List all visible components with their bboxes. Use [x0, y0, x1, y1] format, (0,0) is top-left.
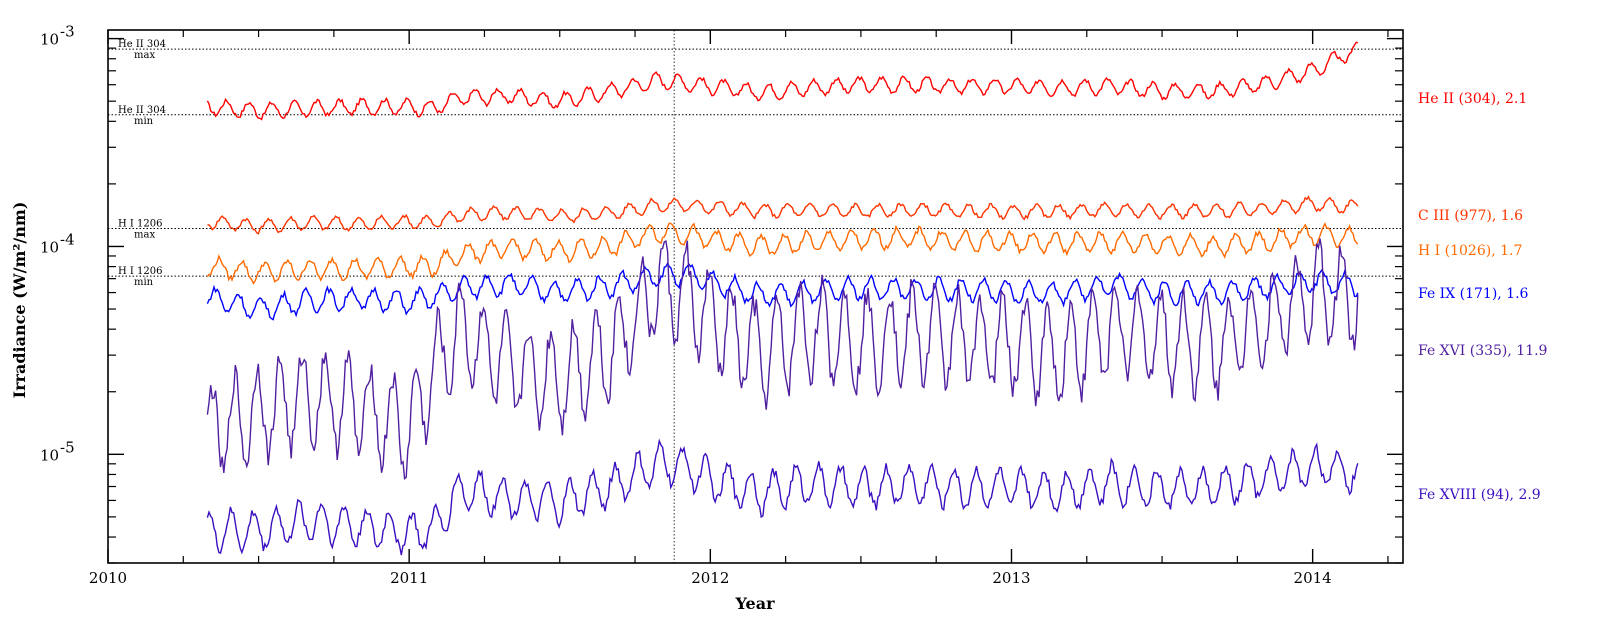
reference-line-sublabel: max — [134, 50, 155, 61]
y-tick-label: 10 — [40, 31, 59, 49]
series-label: Fe XVIII (94), 2.9 — [1418, 487, 1541, 503]
series-label: H I (1026), 1.7 — [1418, 243, 1522, 259]
reference-line-sublabel: max — [134, 230, 155, 241]
series-label: Fe IX (171), 1.6 — [1418, 286, 1529, 302]
reference-line-label: He II 304 — [118, 105, 166, 116]
reference-line-sublabel: min — [134, 116, 154, 127]
x-tick-label: 2013 — [992, 569, 1030, 587]
y-axis-title: Irradiance (W/m²/nm) — [10, 202, 29, 399]
x-tick-label: 2012 — [691, 569, 729, 587]
series-line — [206, 222, 1359, 285]
series-label: C III (977), 1.6 — [1418, 208, 1523, 224]
y-tick-exponent: -3 — [60, 23, 75, 41]
reference-line-sublabel: min — [134, 277, 154, 288]
y-tick-label: 10 — [40, 238, 59, 256]
x-tick-label: 2014 — [1294, 569, 1332, 587]
reference-line-label: He II 304 — [118, 39, 166, 50]
series-label: Fe XVI (335), 11.9 — [1418, 343, 1547, 359]
y-tick-exponent: -5 — [60, 438, 75, 456]
series-line — [207, 195, 1359, 235]
series-line — [206, 438, 1359, 556]
series-layer — [206, 41, 1359, 556]
series-line — [206, 41, 1359, 121]
y-tick-label: 10 — [40, 446, 59, 464]
reference-line-label: H I 1206 — [118, 266, 162, 277]
series-label: He II (304), 2.1 — [1418, 91, 1527, 107]
x-tick-label: 2011 — [390, 569, 428, 587]
plot-frame — [107, 29, 1404, 564]
x-tick-label: 2010 — [89, 569, 127, 587]
x-axis-title: Year — [734, 594, 775, 613]
series-labels-layer: He II (304), 2.1 C III (977), 1.6 H I (102… — [1418, 91, 1547, 503]
y-tick-exponent: -4 — [60, 230, 75, 248]
series-line — [206, 261, 1359, 321]
reference-line-label: H I 1206 — [118, 219, 162, 230]
series-line — [206, 238, 1359, 480]
